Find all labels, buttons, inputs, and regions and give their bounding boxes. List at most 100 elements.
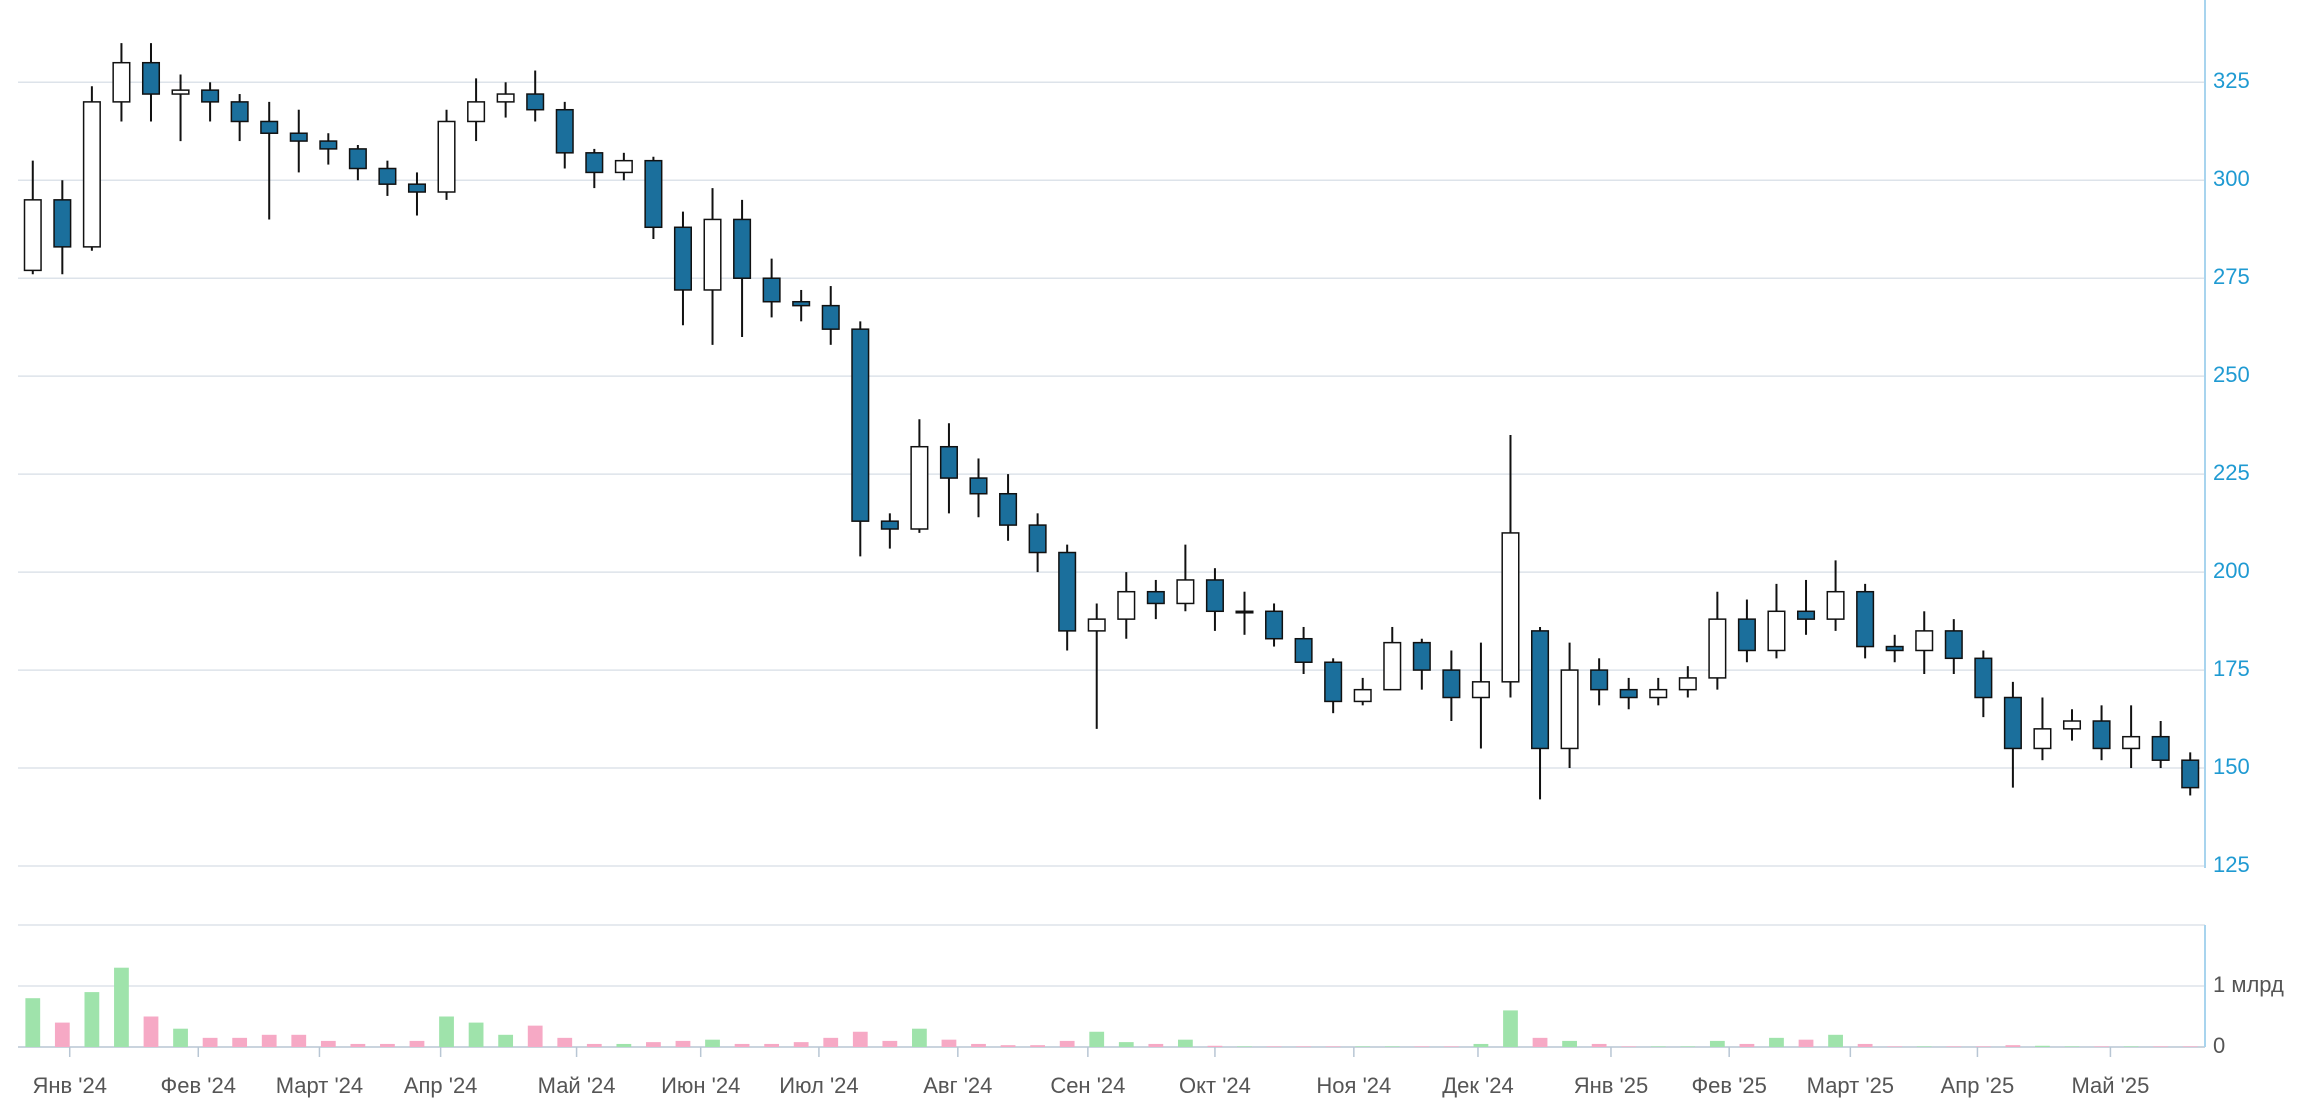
volume-bar — [1975, 1046, 1991, 1047]
candle-body — [1885, 645, 1904, 652]
volume-bar — [1739, 1043, 1755, 1047]
candle-body — [851, 328, 870, 522]
volume-bar — [1680, 1046, 1696, 1047]
volume-bar — [2035, 1045, 2050, 1047]
volume-bar — [1414, 1046, 1430, 1047]
candle-body — [1471, 681, 1490, 699]
candle-body — [1176, 579, 1195, 605]
candle-body — [437, 120, 456, 193]
volume-bar — [498, 1034, 514, 1047]
candle-body — [733, 218, 752, 279]
volume-bar — [350, 1043, 366, 1047]
volume-bar — [261, 1034, 277, 1047]
candle-body — [1146, 590, 1165, 605]
volume-bar — [1000, 1045, 1016, 1047]
candle-body — [201, 89, 220, 103]
volume-bar — [557, 1037, 573, 1047]
candle-body — [673, 226, 692, 291]
candle-body — [999, 492, 1018, 526]
volume-bar — [84, 992, 100, 1047]
volume-bar — [1030, 1045, 1046, 1047]
volume-bar — [1089, 1031, 1105, 1047]
candle-body — [1826, 590, 1845, 620]
candle-body — [1915, 630, 1934, 652]
volume-bar — [380, 1043, 395, 1047]
candle-body — [1796, 610, 1816, 620]
y-tick-label: 325 — [2213, 68, 2250, 93]
volume-bar — [1266, 1046, 1282, 1047]
x-tick-label: Июн '24 — [661, 1073, 740, 1098]
candle-body — [230, 101, 249, 123]
candle-body — [1501, 532, 1520, 683]
candle-body — [614, 159, 633, 174]
volume-bar — [1946, 1046, 1962, 1047]
y-tick-label: 250 — [2213, 362, 2250, 387]
volume-bar — [1798, 1039, 1814, 1047]
volume-bar — [1769, 1037, 1784, 1047]
volume-bar — [1177, 1039, 1193, 1047]
candle-body — [260, 120, 279, 134]
candle-body — [1531, 630, 1550, 750]
x-tick-label: Ноя '24 — [1316, 1073, 1391, 1098]
candle-body — [1412, 641, 1431, 671]
candle-body — [1590, 669, 1609, 691]
candle-body — [762, 277, 781, 303]
volume-bar — [1148, 1043, 1164, 1047]
volume-bar — [1384, 1046, 1400, 1047]
candle-body — [703, 218, 722, 291]
volume-bar — [2182, 1046, 2198, 1047]
candle-body — [2003, 696, 2022, 750]
volume-bar — [616, 1043, 632, 1047]
candle-body — [910, 445, 929, 530]
candle-body — [644, 159, 663, 229]
candle-body — [1678, 677, 1697, 691]
candle-body — [1619, 688, 1638, 699]
volume-bar — [1443, 1046, 1459, 1047]
volume-bar — [941, 1039, 957, 1047]
x-tick-label: Дек '24 — [1442, 1073, 1514, 1098]
y-tick-label: 225 — [2213, 460, 2250, 485]
volume-bar — [1828, 1034, 1843, 1047]
volume-bar — [2153, 1046, 2169, 1047]
x-tick-label: Март '25 — [1807, 1073, 1894, 1098]
candle-body — [1324, 661, 1343, 703]
volume-bar — [1857, 1043, 1873, 1047]
candle-body — [880, 520, 899, 530]
volume-bar — [1591, 1043, 1607, 1047]
x-tick-label: Авг '24 — [923, 1073, 992, 1098]
volume-bar — [202, 1037, 218, 1047]
volume-bar — [1473, 1043, 1489, 1047]
candle-body — [1087, 618, 1106, 632]
volume-bar — [54, 1022, 70, 1047]
volume-bar — [1355, 1046, 1371, 1047]
y-tick-label: 200 — [2213, 558, 2250, 583]
volume-bar — [2123, 1046, 2139, 1047]
y-tick-label: 275 — [2213, 264, 2250, 289]
volume-bar — [793, 1042, 809, 1047]
volume-bar — [1118, 1042, 1134, 1047]
candle-body — [112, 61, 131, 103]
volume-bar — [1207, 1045, 1223, 1047]
volume-bar — [173, 1028, 188, 1047]
candle-body — [585, 152, 604, 174]
candle-body — [1265, 610, 1284, 640]
x-tick-label: Фев '24 — [161, 1073, 236, 1098]
candle-body — [2181, 759, 2200, 789]
candle-body — [1353, 688, 1372, 703]
candle-body — [1442, 669, 1461, 699]
candle-body — [1294, 637, 1313, 663]
y-tick-label: 150 — [2213, 754, 2250, 779]
x-tick-label: Апр '24 — [404, 1073, 478, 1098]
volume-bar — [143, 1016, 159, 1047]
volume-bar — [2005, 1045, 2021, 1047]
volume-bar — [1325, 1046, 1341, 1047]
volume-bar — [882, 1040, 898, 1047]
candle-body — [1028, 524, 1047, 554]
candle-body — [1649, 688, 1668, 699]
candle-body — [2033, 728, 2052, 750]
candle-body — [1383, 641, 1402, 691]
candle-body — [2062, 720, 2082, 730]
volume-bar — [527, 1025, 543, 1047]
volume-tick-label: 0 — [2213, 1033, 2225, 1058]
volume-bar — [1621, 1046, 1637, 1047]
